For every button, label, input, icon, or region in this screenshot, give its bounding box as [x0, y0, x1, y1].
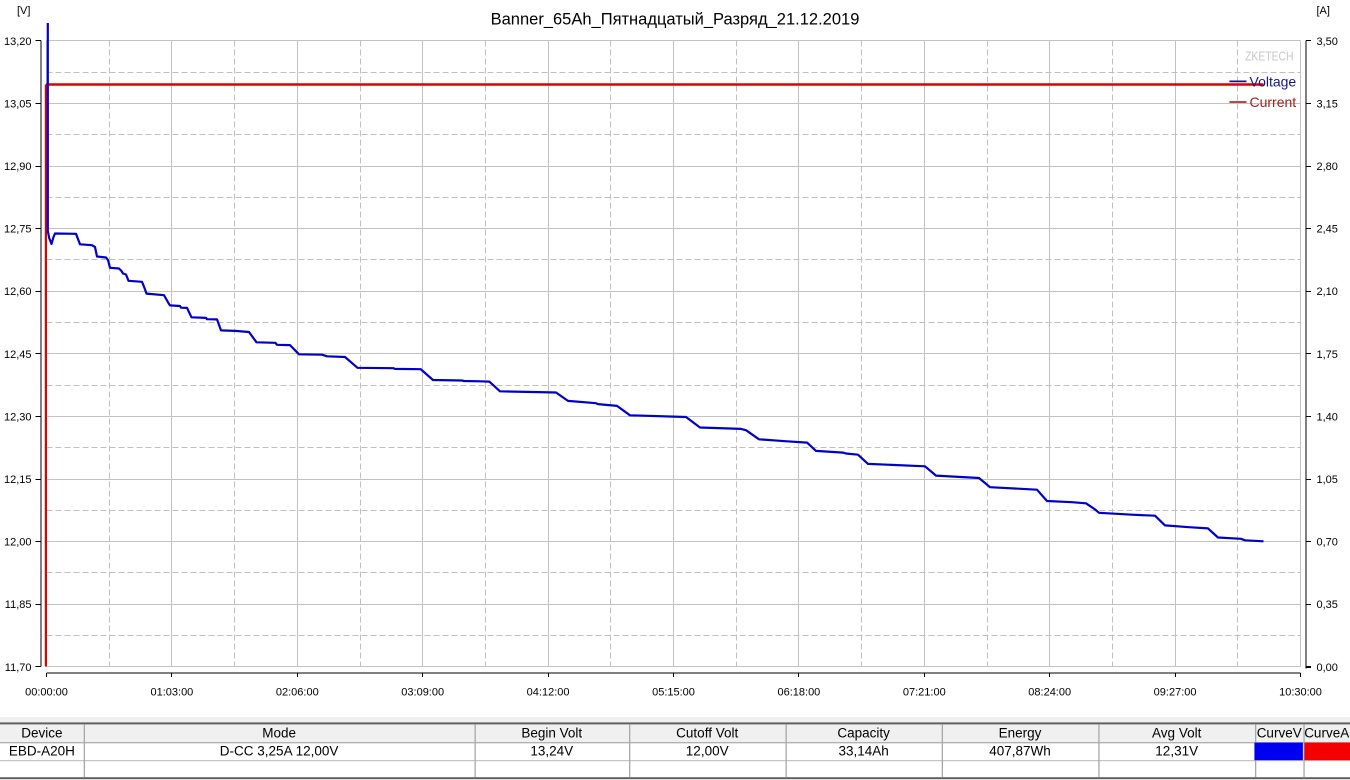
- svg-text:EBD-A20H: EBD-A20H: [9, 744, 75, 759]
- svg-text:Capacity: Capacity: [837, 726, 890, 741]
- svg-text:13,20: 13,20: [4, 36, 32, 48]
- svg-text:11,85: 11,85: [5, 599, 32, 611]
- svg-text:12,00: 12,00: [4, 537, 32, 549]
- svg-text:[V]: [V]: [17, 5, 30, 17]
- svg-text:12,30: 12,30: [4, 411, 32, 423]
- svg-text:Energy: Energy: [999, 726, 1042, 741]
- svg-text:13,05: 13,05: [4, 98, 32, 110]
- svg-text:33,14Ah: 33,14Ah: [838, 744, 888, 759]
- svg-text:12,15: 12,15: [4, 474, 32, 486]
- svg-text:1,40: 1,40: [1317, 411, 1338, 423]
- svg-text:12,60: 12,60: [4, 286, 32, 298]
- svg-text:Mode: Mode: [262, 726, 296, 741]
- svg-text:07:21:00: 07:21:00: [903, 687, 946, 699]
- svg-text:1,05: 1,05: [1317, 474, 1338, 486]
- svg-text:Begin Volt: Begin Volt: [521, 726, 582, 741]
- svg-text:08:24:00: 08:24:00: [1028, 687, 1071, 699]
- svg-text:13,24V: 13,24V: [530, 744, 573, 759]
- svg-text:407,87Wh: 407,87Wh: [989, 744, 1051, 759]
- svg-text:2,45: 2,45: [1317, 224, 1338, 236]
- svg-text:09:27:00: 09:27:00: [1154, 687, 1197, 699]
- svg-text:Current: Current: [1250, 94, 1297, 110]
- svg-text:11,70: 11,70: [5, 662, 32, 674]
- svg-text:02:06:00: 02:06:00: [276, 687, 319, 699]
- svg-text:Banner_65Ah_Пятнадцатый_Разряд: Banner_65Ah_Пятнадцатый_Разряд_21.12.201…: [491, 11, 860, 29]
- svg-text:2,10: 2,10: [1317, 286, 1338, 298]
- svg-text:0,00: 0,00: [1317, 662, 1338, 674]
- svg-text:05:15:00: 05:15:00: [652, 687, 695, 699]
- svg-text:3,15: 3,15: [1317, 98, 1338, 110]
- svg-text:CurveA: CurveA: [1304, 726, 1349, 741]
- svg-text:Avg Volt: Avg Volt: [1152, 726, 1202, 741]
- svg-text:06:18:00: 06:18:00: [777, 687, 820, 699]
- svg-text:12,31V: 12,31V: [1155, 744, 1198, 759]
- svg-text:Device: Device: [21, 726, 62, 741]
- svg-text:12,75: 12,75: [4, 224, 32, 236]
- svg-text:ZKETECH: ZKETECH: [1245, 51, 1293, 64]
- svg-text:2,80: 2,80: [1317, 161, 1338, 173]
- svg-text:0,35: 0,35: [1317, 599, 1338, 611]
- svg-text:01:03:00: 01:03:00: [150, 687, 193, 699]
- svg-text:Voltage: Voltage: [1250, 74, 1297, 90]
- svg-text:0,70: 0,70: [1317, 537, 1338, 549]
- svg-text:1,75: 1,75: [1317, 349, 1338, 361]
- svg-text:03:09:00: 03:09:00: [401, 687, 444, 699]
- svg-text:04:12:00: 04:12:00: [527, 687, 570, 699]
- svg-text:12,00V: 12,00V: [686, 744, 729, 759]
- svg-text:3,50: 3,50: [1317, 36, 1338, 48]
- svg-text:Cutoff Volt: Cutoff Volt: [676, 726, 738, 741]
- svg-text:10:30:00: 10:30:00: [1279, 687, 1322, 699]
- svg-text:12,45: 12,45: [4, 349, 32, 361]
- svg-text:CurveV: CurveV: [1257, 726, 1302, 741]
- svg-text:00:00:00: 00:00:00: [25, 687, 68, 699]
- svg-text:[A]: [A]: [1317, 5, 1330, 17]
- svg-text:12,90: 12,90: [4, 161, 32, 173]
- svg-text:D-CC 3,25A 12,00V: D-CC 3,25A 12,00V: [220, 744, 339, 759]
